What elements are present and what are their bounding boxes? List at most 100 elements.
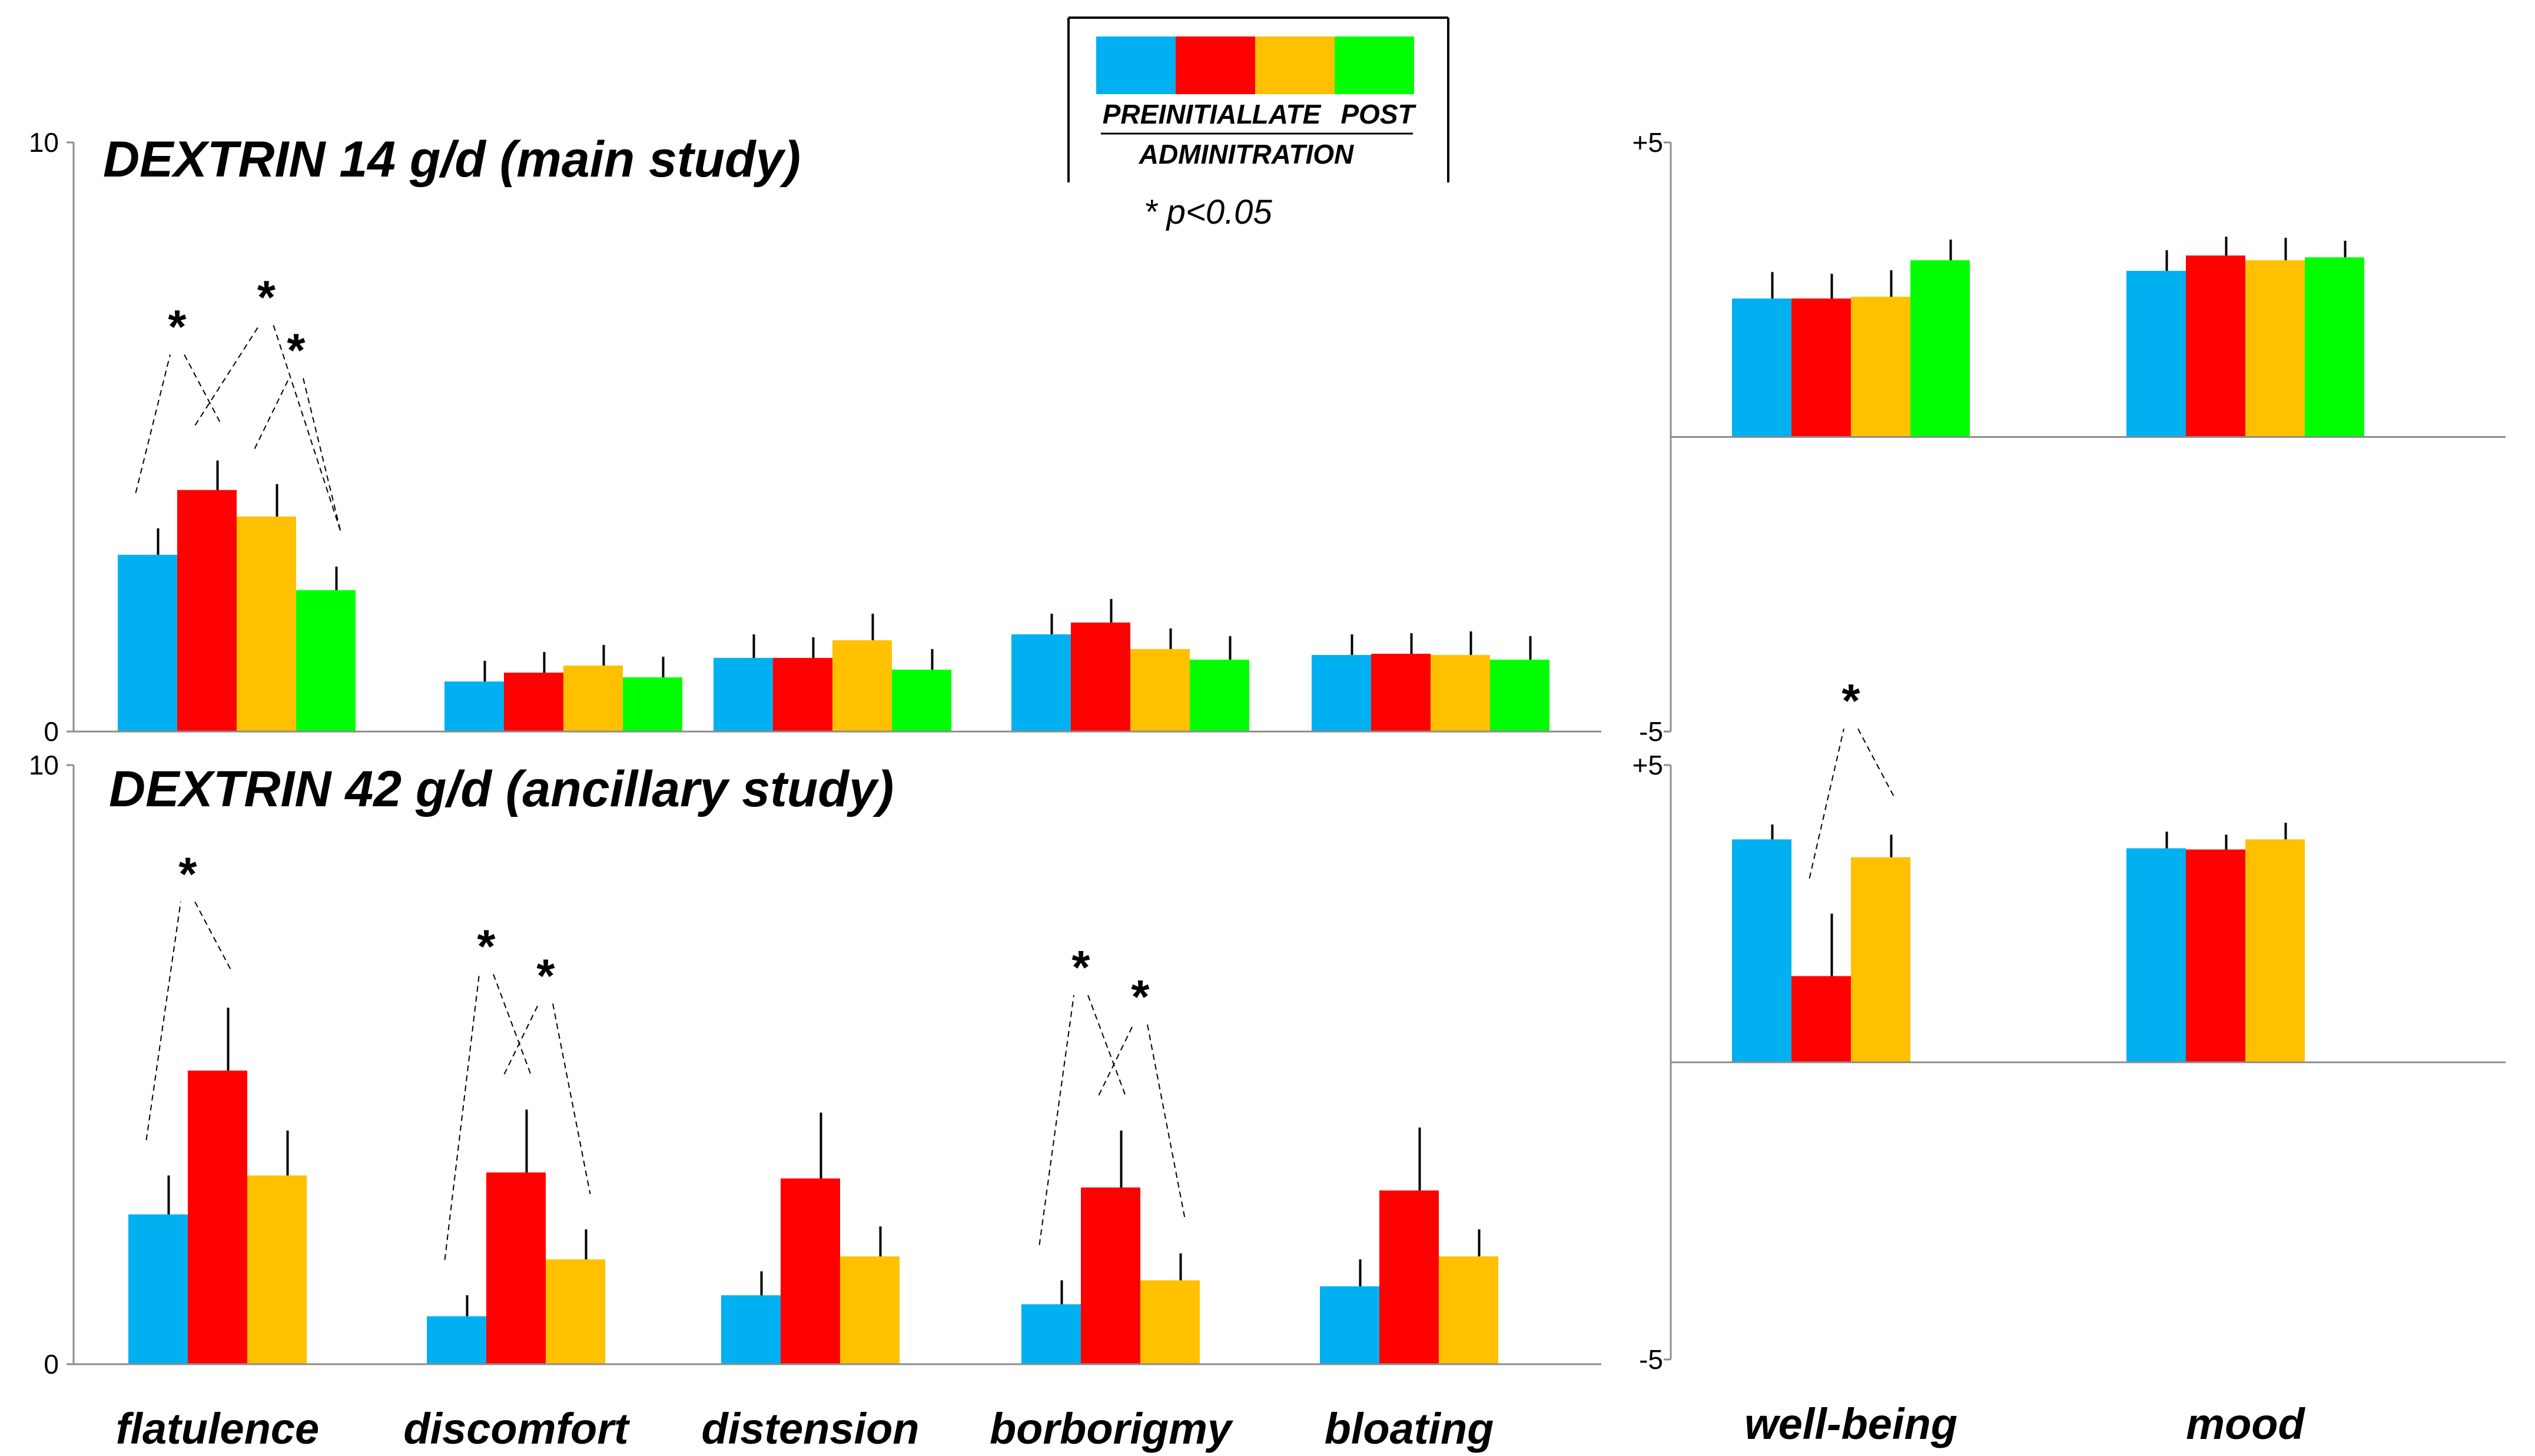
legend-box: ADMINITRATION * p<0.05 (1067, 16, 1449, 231)
bar-borborigmy-late (1130, 649, 1190, 732)
bar-distension-post (892, 669, 951, 732)
bar-well-being-pre (1732, 839, 1791, 1062)
bar-mood-initial (2186, 849, 2245, 1062)
significance-line (1857, 728, 1896, 800)
bar-bloating-pre (1312, 654, 1371, 732)
bar-bloating-late (1431, 654, 1490, 732)
bar-borborigmy-post (1190, 659, 1249, 732)
bar-borborigmy-initial (1071, 622, 1130, 732)
bar-distension-pre (714, 657, 773, 732)
bar-mood-post (2305, 257, 2364, 437)
legend-label-initial: INITIAL (1159, 99, 1253, 129)
y-tick-label: +5 (1633, 127, 1663, 158)
significance-line (303, 378, 341, 531)
significance-line (184, 354, 223, 426)
bar-distension-pre (721, 1295, 781, 1364)
significance-line (1147, 1024, 1186, 1218)
significance-line (493, 974, 532, 1075)
significance-line (145, 902, 181, 1141)
bar-bloating-initial (1371, 653, 1431, 732)
legend-swatch-initial (1176, 36, 1255, 94)
bar-distension-late (832, 640, 892, 732)
bar-discomfort-late (546, 1259, 605, 1364)
bar-well-being-initial (1791, 298, 1851, 437)
legend-label-pre: PRE (1103, 99, 1159, 129)
significance-line (552, 1003, 591, 1195)
chart-main-study: 010 DEXTRIN 14 g/d (main study)*** (29, 127, 1601, 747)
significance-star: * (477, 920, 496, 972)
legend-swatch-late (1255, 36, 1335, 94)
y-tick-label: 10 (29, 127, 59, 158)
bar-distension-initial (781, 1178, 840, 1364)
significance-star: * (1841, 674, 1860, 727)
significance-line (503, 1003, 539, 1075)
significance-star: * (1131, 970, 1150, 1023)
bar-well-being-pre (1732, 298, 1791, 437)
bar-bloating-initial (1379, 1190, 1439, 1364)
chart-ancillary-study: 0 10 DEXTRIN 42 g/d (ancillary study) * * * * *… (29, 750, 1601, 1453)
bar-well-being-post (1910, 260, 1970, 437)
panel-title: DEXTRIN 42 g/d (ancillary study) (109, 761, 894, 817)
bar-flatulence-pre (128, 1214, 188, 1364)
bar-well-being-initial (1791, 976, 1851, 1062)
bar-borborigmy-pre (1021, 1304, 1081, 1364)
y-tick-label: 0 (44, 716, 59, 747)
significance-star: * (168, 301, 187, 353)
bar-distension-late (840, 1256, 900, 1364)
significance-star: * (1071, 941, 1090, 993)
bar-discomfort-initial (486, 1172, 546, 1364)
significance-line (1098, 1024, 1134, 1096)
significance-line (444, 974, 480, 1261)
legend-caption: ADMINITRATION (1139, 139, 1354, 169)
legend-swatch-pre (1096, 36, 1176, 94)
significance-line (194, 325, 260, 426)
bar-mood-pre (2126, 848, 2186, 1062)
category-label-borborigmy: borborigmy (990, 1404, 1234, 1453)
category-label-bloating: bloating (1325, 1404, 1494, 1453)
chart-right-upper: +5 -5 (1633, 127, 2506, 747)
significance-line (135, 354, 171, 493)
bar-distension-initial (773, 657, 832, 732)
bar-bloating-pre (1320, 1286, 1379, 1364)
y-tick-label: +5 (1633, 750, 1663, 780)
bar-flatulence-pre (118, 554, 177, 732)
bar-well-being-late (1851, 297, 1910, 437)
bar-borborigmy-initial (1081, 1187, 1140, 1364)
category-label-flatulence: flatulence (116, 1404, 319, 1453)
bar-mood-pre (2126, 271, 2186, 437)
y-tick-label: 0 (44, 1349, 59, 1379)
category-label-discomfort: discomfort (403, 1404, 631, 1453)
bar-mood-initial (2186, 255, 2245, 437)
y-tick-label: -5 (1639, 1344, 1663, 1375)
bar-borborigmy-pre (1011, 634, 1071, 732)
bar-discomfort-pre (444, 681, 504, 732)
bar-flatulence-initial (188, 1071, 247, 1364)
bar-bloating-late (1439, 1256, 1498, 1364)
bar-discomfort-post (623, 677, 682, 732)
bar-mood-late (2245, 260, 2305, 437)
bar-discomfort-late (563, 665, 623, 732)
chart-right-lower: +5-5*well-being mood (1633, 674, 2506, 1448)
significance-line (1087, 995, 1126, 1096)
significance-note: * p<0.05 (1144, 193, 1272, 231)
bar-discomfort-pre (427, 1316, 486, 1364)
significance-star: * (536, 949, 555, 1002)
bar-bloating-post (1490, 659, 1549, 732)
legend-label-late: LATE (1252, 99, 1322, 129)
bar-flatulence-post (296, 590, 356, 732)
category-label-mood: mood (2186, 1400, 2305, 1448)
bar-mood-late (2245, 839, 2305, 1062)
legend-label-post: POST (1341, 99, 1416, 129)
bar-flatulence-late (247, 1175, 307, 1364)
significance-line (254, 378, 290, 450)
significance-star: * (257, 271, 276, 324)
y-tick-label: 10 (29, 750, 59, 780)
category-label-distension: distension (701, 1404, 919, 1453)
significance-star: * (178, 847, 197, 900)
significance-star: * (287, 324, 306, 377)
bar-discomfort-initial (504, 672, 563, 732)
bar-flatulence-initial (177, 490, 237, 732)
bar-well-being-late (1851, 857, 1910, 1062)
bar-flatulence-late (237, 516, 296, 732)
